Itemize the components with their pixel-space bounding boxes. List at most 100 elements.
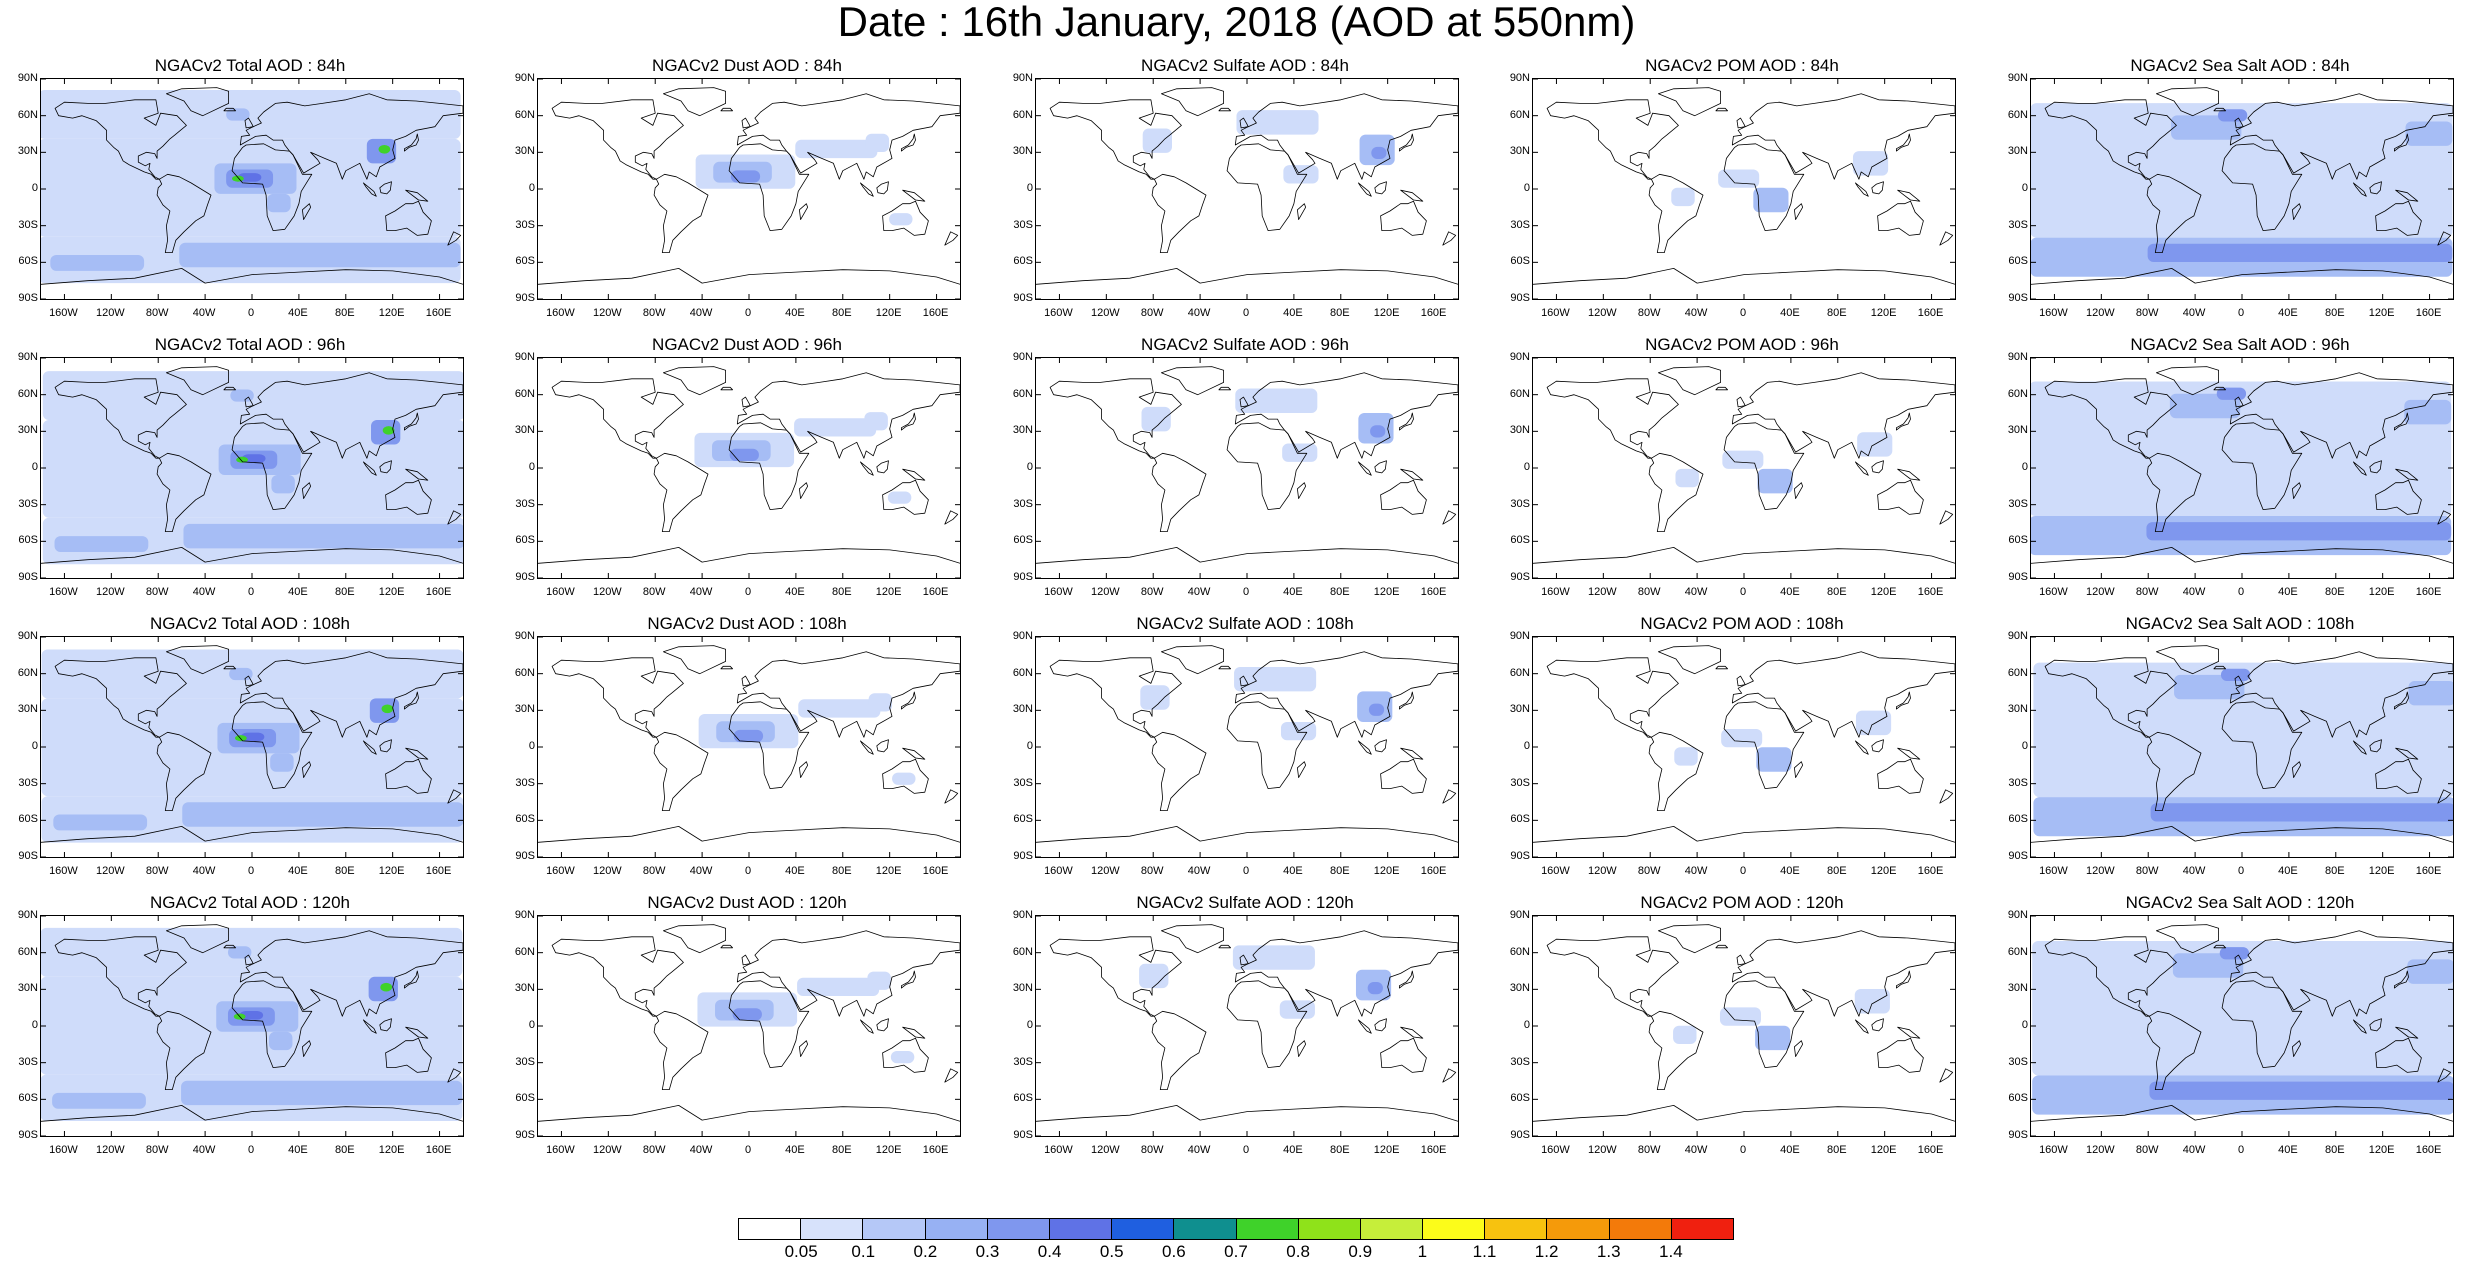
coastline-new-zealand	[2437, 1068, 2452, 1083]
coastline-greenland	[1161, 366, 1225, 396]
aerosol-plume	[1368, 703, 1385, 716]
aerosol-plume	[1753, 187, 1789, 213]
aerosol-plume	[2146, 522, 2452, 541]
latitude-axis: 90N 60N 30N 0 30S 60S 90S	[1492, 630, 1530, 866]
coastline-madagascar	[1793, 761, 1804, 779]
latitude-tick-label: 90S	[18, 1129, 38, 1141]
coastline-antarctica-edge	[1533, 825, 1955, 843]
coastline-new-zealand	[1939, 1068, 1954, 1083]
latitude-tick-label: 30S	[1510, 1055, 1530, 1068]
latitude-axis: 90N 60N 30N 0 30S 60S 90S	[1990, 630, 2028, 866]
colorbar-segment	[1174, 1219, 1237, 1239]
coastline-greenland	[663, 87, 727, 117]
coastline-new-zealand	[1442, 510, 1457, 525]
aerosol-plume	[1852, 151, 1889, 176]
latitude-tick-label: 90N	[1012, 351, 1033, 363]
coastline-borneo	[1871, 1018, 1884, 1032]
longitude-tick-label: 80W	[1140, 586, 1164, 598]
coastline-iceland	[720, 665, 734, 670]
coastline-borneo	[2369, 1018, 2382, 1032]
latitude-tick-label: 0	[1523, 740, 1530, 752]
map-panel: NGACv2 Total AOD : 120h 90N 60N 30N 0 30S 60S 9…	[0, 893, 500, 1163]
longitude-tick-label: 120W	[592, 1144, 622, 1156]
coastline-australia	[385, 479, 432, 515]
longitude-tick-label: 40E	[1283, 586, 1303, 598]
latitude-tick-label: 90N	[1509, 909, 1530, 921]
longitude-tick-label: 120E	[2368, 865, 2395, 877]
longitude-tick-label: 160W	[1541, 1144, 1570, 1156]
aerosol-plume	[2220, 668, 2251, 681]
coastline-madagascar	[1793, 203, 1804, 221]
aerosol-plume	[1673, 1025, 1697, 1045]
aerosol-plume	[226, 108, 250, 121]
colorbar-segment	[801, 1219, 864, 1239]
latitude-tick-label: 30S	[515, 776, 535, 789]
longitude-tick-label: 160E	[2415, 586, 2442, 598]
latitude-tick-label: 90S	[1510, 1129, 1530, 1141]
coastline-greenland	[1658, 87, 1722, 117]
coastline-greenland	[1161, 924, 1225, 954]
longitude-axis: 160W 120W 80W 40W 0 40E 80E 120E 160E	[1035, 307, 1457, 321]
latitude-tick-label: 30N	[17, 982, 38, 995]
world-map-svg	[41, 79, 463, 299]
coastline-south-america	[1648, 1010, 1704, 1091]
aerosol-plume	[865, 133, 890, 153]
coastline-sumatra	[362, 1019, 377, 1034]
aerosol-plume	[381, 704, 394, 714]
longitude-tick-label: 80E	[1329, 307, 1350, 319]
latitude-tick-label: 30N	[1012, 703, 1033, 716]
coastline-iceland	[1715, 107, 1729, 112]
coastline-africa	[1226, 143, 1308, 232]
latitude-tick-label: 60N	[1012, 666, 1033, 679]
colorbar-segment	[1049, 1219, 1113, 1239]
aerosol-plume	[2408, 680, 2453, 706]
coastline-uk	[2234, 675, 2244, 687]
latitude-tick-label: 90S	[515, 571, 535, 583]
longitude-tick-label: 120W	[1587, 307, 1617, 319]
longitude-tick-label: 120E	[1373, 586, 1400, 598]
map-panel: NGACv2 Sea Salt AOD : 108h 90N 60N 30N 0 30S 6…	[1990, 614, 2473, 884]
aerosol-plume	[892, 772, 916, 785]
panel-title: NGACv2 Total AOD : 120h	[149, 893, 350, 912]
longitude-tick-label: 120E	[378, 307, 405, 319]
longitude-tick-label: 80E	[1826, 307, 1847, 319]
coastline-eurasia	[239, 372, 463, 459]
map-panel: NGACv2 Dust AOD : 84h 90N 60N 30N 0 30S 60S 90S…	[497, 56, 997, 326]
coastline-new-guinea	[1897, 747, 1921, 760]
aerosol-plume	[232, 175, 244, 182]
coastline-south-america	[2146, 452, 2202, 533]
aerosol-plume	[2150, 803, 2453, 822]
longitude-tick-label: 40W	[689, 307, 713, 319]
latitude-tick-label: 90N	[2007, 909, 2028, 921]
latitude-tick-label: 0	[1026, 461, 1033, 473]
latitude-tick-label: 60N	[1509, 945, 1530, 958]
coastline-uk	[2234, 396, 2244, 408]
panel-title: NGACv2 Sea Salt AOD : 108h	[2125, 614, 2355, 633]
coastline-borneo	[2369, 181, 2382, 195]
panel-title: NGACv2 POM AOD : 84h	[1645, 56, 1839, 75]
latitude-axis: 90N 60N 30N 0 30S 60S 90S	[0, 909, 38, 1145]
coastline-madagascar	[798, 203, 809, 221]
latitude-tick-label: 90S	[1510, 292, 1530, 304]
longitude-tick-label: 40W	[1684, 307, 1708, 319]
aerosol-plume	[1757, 468, 1793, 494]
longitude-tick-label: 40W	[689, 865, 713, 877]
latitude-tick-label: 60N	[17, 945, 38, 958]
longitude-tick-label: 160E	[1420, 307, 1447, 319]
colorbar-tick-label: 0.2	[913, 1242, 938, 1261]
panel-title: NGACv2 Total AOD : 108h	[149, 614, 350, 633]
coastline-borneo	[1871, 739, 1884, 753]
longitude-tick-label: 40E	[1283, 1144, 1303, 1156]
latitude-tick-label: 30N	[2007, 703, 2028, 716]
longitude-tick-label: 120W	[592, 307, 622, 319]
map-panel: NGACv2 Total AOD : 96h 90N 60N 30N 0 30S 60S 90…	[0, 335, 500, 605]
latitude-tick-label: 60N	[514, 387, 535, 400]
aerosol-plume	[1279, 1000, 1315, 1019]
aerosol-plume	[1756, 747, 1792, 772]
map-panel: NGACv2 Sea Salt AOD : 96h 90N 60N 30N 0 30S 60…	[1990, 335, 2473, 605]
aerosol-plume	[1141, 406, 1171, 432]
latitude-tick-label: 90S	[1013, 571, 1033, 583]
map-panel: NGACv2 Sulfate AOD : 120h 90N 60N 30N 0 30S 60…	[995, 893, 1495, 1163]
longitude-tick-label: 160W	[2039, 1144, 2068, 1156]
aerosol-plume	[1675, 468, 1699, 488]
